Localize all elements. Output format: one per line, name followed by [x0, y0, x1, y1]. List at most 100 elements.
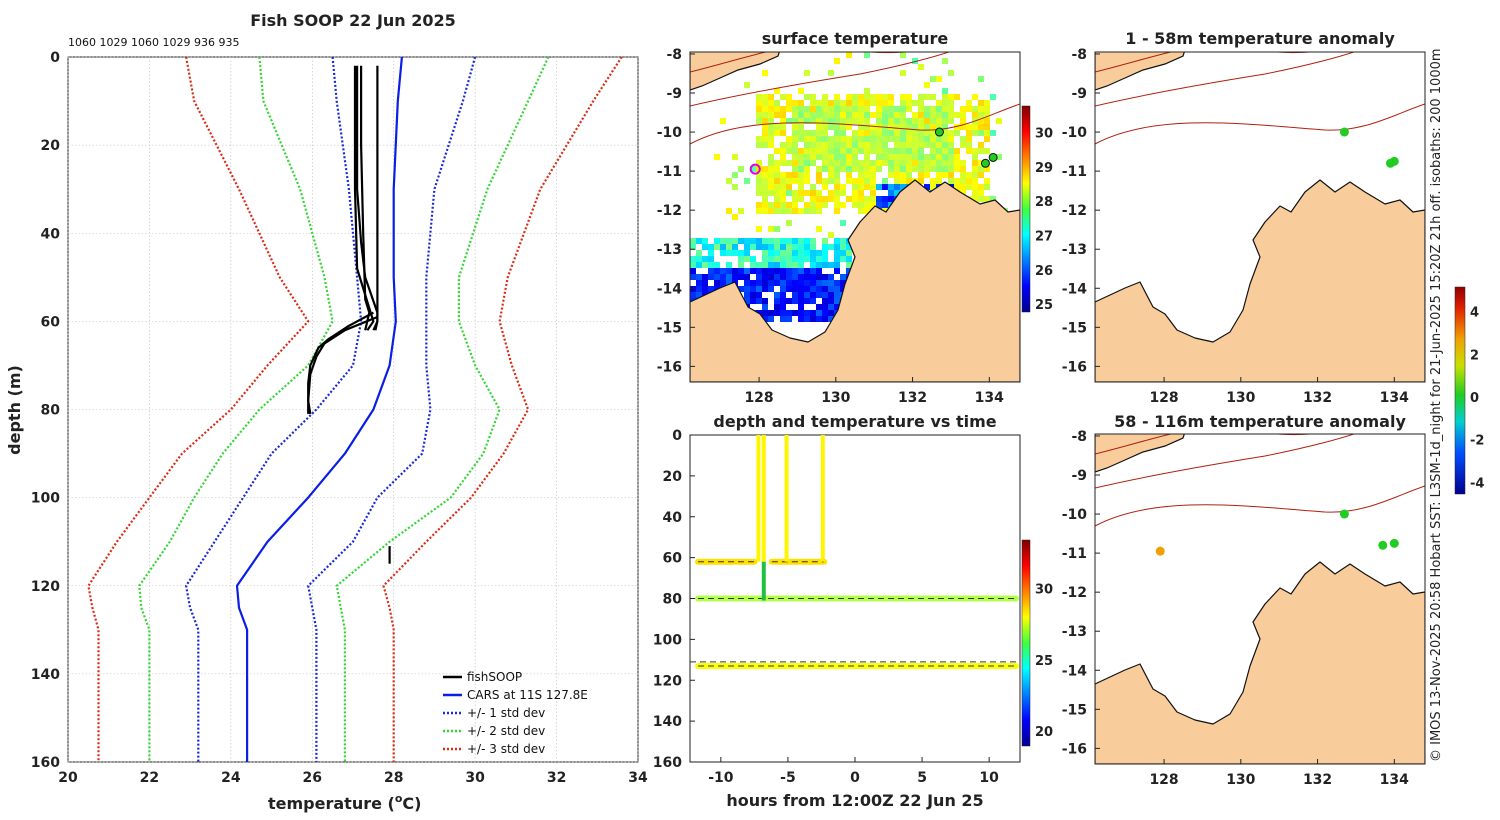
- sst-pixel: [786, 298, 792, 304]
- anom1-map-points: [1339, 127, 1399, 168]
- anomaly-colorbar-label: -4: [1470, 476, 1484, 491]
- sst-pixel: [882, 94, 888, 100]
- sst-pixel: [822, 148, 828, 154]
- sst-pixel: [834, 238, 840, 244]
- sst-pixel: [792, 238, 798, 244]
- sst-pixel: [810, 244, 816, 250]
- sst-pixel: [906, 154, 912, 160]
- sst-pixel: [744, 280, 750, 286]
- sst-pixel: [816, 202, 822, 208]
- sst-pixel: [774, 244, 780, 250]
- sst-pixel: [858, 202, 864, 208]
- sst-pixel: [852, 94, 858, 100]
- sst-pixel: [900, 178, 906, 184]
- sst-pixel: [912, 142, 918, 148]
- anom1-map-panel: 128 130 132 134 -8 -9 -10 -11 -12 -13 -14 -15 -16 1 …: [1062, 29, 1426, 406]
- sst-pixel: [822, 310, 828, 316]
- sst-pixel: [786, 262, 792, 268]
- sst-colorbar-label: 26: [1035, 264, 1053, 279]
- sst-pixel: [792, 196, 798, 202]
- sst-pixel: [888, 172, 894, 178]
- profile-legend: fishSOOP CARS at 11S 127.8E +/- 1 std dev +…: [443, 670, 588, 756]
- sst-pixel: [774, 298, 780, 304]
- sst-pixel: [768, 268, 774, 274]
- sst-pixel: [906, 160, 912, 166]
- sst-pixel: [774, 268, 780, 274]
- sst-pixel: [786, 172, 792, 178]
- sst-pixel: [936, 148, 942, 154]
- sst-pixel: [810, 106, 816, 112]
- sst-pixel: [882, 148, 888, 154]
- sst-pixel: [852, 118, 858, 124]
- anom1-title: 1 - 58m temperature anomaly: [1125, 29, 1395, 48]
- sst-pixel: [840, 124, 846, 130]
- sst-pixel: [762, 202, 768, 208]
- sst-pixel: [750, 262, 756, 268]
- sst-pixel: [930, 166, 936, 172]
- sst-pixel: [978, 166, 984, 172]
- sst-pixel: [948, 178, 954, 184]
- sst-pixel: [858, 160, 864, 166]
- sst-pixel: [756, 238, 762, 244]
- sst-pixel: [858, 178, 864, 184]
- sst-pixel: [708, 262, 714, 268]
- sst-pixel: [870, 190, 876, 196]
- sst-pixel: [720, 280, 726, 286]
- sst-pixel: [786, 202, 792, 208]
- sst-pixel: [870, 94, 876, 100]
- sst-pixel: [936, 172, 942, 178]
- sst-pixel: [912, 148, 918, 154]
- sst-pixel: [972, 106, 978, 112]
- sst-pixel: [708, 286, 714, 292]
- sst-pixel: [810, 274, 816, 280]
- sst-pixel: [804, 94, 810, 100]
- sst-pixel: [888, 148, 894, 154]
- sst-pixel: [810, 136, 816, 142]
- sst-pixel: [876, 112, 882, 118]
- sst-pixel: [840, 280, 846, 286]
- sst-pixel: [906, 172, 912, 178]
- sst-pixel: [798, 118, 804, 124]
- profile-line-fishsoop-cast-d: [353, 65, 375, 331]
- sst-pixel: [792, 178, 798, 184]
- sst-pixel: [798, 160, 804, 166]
- sst-pixel: [798, 250, 804, 256]
- sst-pixel: [936, 166, 942, 172]
- sst-pixel: [834, 148, 840, 154]
- sst-pixel: [774, 310, 780, 316]
- sst-pixel: [906, 106, 912, 112]
- sst-pixel: [864, 88, 870, 94]
- sst-pixel: [690, 262, 696, 268]
- time-y-tick-label: 60: [663, 551, 683, 567]
- sst-pixel: [774, 166, 780, 172]
- sst-pixel: [918, 118, 924, 124]
- sst-pixel: [918, 112, 924, 118]
- sst-pixel: [948, 94, 954, 100]
- sst-pixel: [822, 142, 828, 148]
- sst-pixel: [858, 166, 864, 172]
- sst-pixel: [942, 88, 948, 94]
- sst-pixel: [774, 106, 780, 112]
- anom2-title: 58 - 116m temperature anomaly: [1114, 412, 1406, 431]
- sst-pixel: [960, 112, 966, 118]
- sst-pixel: [876, 100, 882, 106]
- sst-pixel: [744, 274, 750, 280]
- sst-pixel: [756, 208, 762, 214]
- sst-pixel: [834, 130, 840, 136]
- sst-pixel: [720, 238, 726, 244]
- sst-pixel: [816, 106, 822, 112]
- sst-pixel: [828, 316, 834, 322]
- sst-pixel: [756, 118, 762, 124]
- sst-pixel: [834, 262, 840, 268]
- sst-pixel: [804, 208, 810, 214]
- footer-credit: © IMOS 13-Nov-2025 20:58 Hobart SST: L3S…: [1429, 48, 1444, 762]
- sst-pixel: [882, 100, 888, 106]
- sst-pixel: [780, 268, 786, 274]
- map-y-tick-label: -10: [657, 125, 683, 141]
- sst-pixel: [798, 166, 804, 172]
- sst-pixel: [984, 184, 990, 190]
- sst-pixel: [756, 262, 762, 268]
- sst-pixel: [978, 130, 984, 136]
- sst-pixel: [786, 106, 792, 112]
- sst-pixel: [798, 310, 804, 316]
